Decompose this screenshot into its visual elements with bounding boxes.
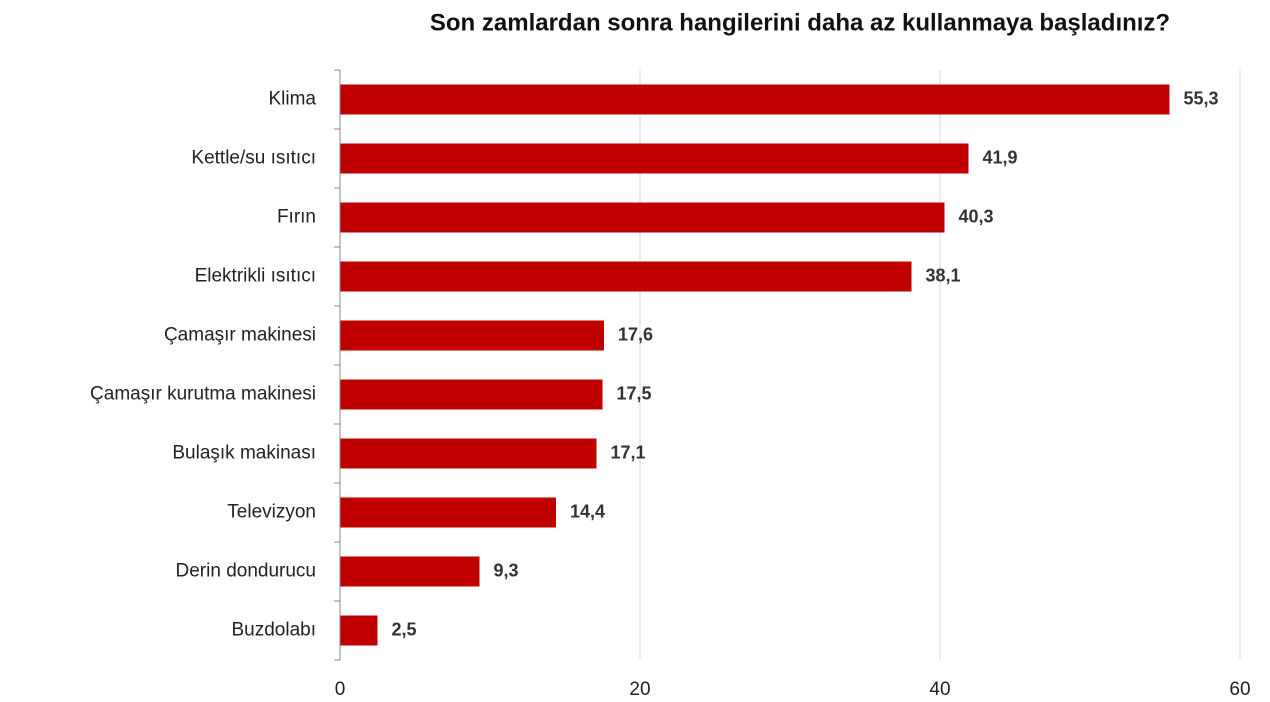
bar [340, 556, 480, 587]
x-tick-label: 0 [335, 679, 346, 700]
y-tick-label: Çamaşır makinesi [164, 325, 316, 346]
y-tick-label: Kettle/su ısıtıcı [191, 148, 316, 169]
x-tick-label: 60 [1229, 679, 1250, 700]
bar [340, 261, 912, 292]
value-label: 2,5 [392, 619, 417, 639]
value-label: 14,4 [570, 501, 605, 521]
value-label: 9,3 [494, 560, 519, 580]
value-label: 38,1 [926, 265, 961, 285]
chart-title: Son zamlardan sonra hangilerini daha az … [430, 9, 1170, 36]
bar [340, 320, 604, 351]
y-tick-label: Elektrikli ısıtıcı [195, 266, 316, 287]
y-tick-label: Fırın [277, 207, 316, 228]
bar [340, 379, 603, 410]
value-label: 17,1 [611, 442, 646, 462]
bar [340, 615, 378, 646]
bar [340, 143, 969, 174]
y-tick-label: Bulaşık makinası [172, 443, 316, 464]
value-label: 55,3 [1184, 88, 1219, 108]
y-tick-label: Çamaşır kurutma makinesi [90, 384, 316, 405]
x-tick-label: 40 [929, 679, 950, 700]
y-tick-label: Derin dondurucu [176, 561, 316, 582]
y-tick-label: Televizyon [227, 502, 316, 523]
bar [340, 438, 597, 469]
value-label: 17,6 [618, 324, 653, 344]
value-label: 40,3 [959, 206, 994, 226]
value-label: 41,9 [983, 147, 1018, 167]
value-label: 17,5 [617, 383, 652, 403]
y-tick-label: Buzdolabı [231, 620, 316, 641]
bar [340, 84, 1170, 115]
y-tick-label: Klima [268, 89, 316, 110]
x-tick-label: 20 [629, 679, 650, 700]
bar [340, 497, 556, 528]
bar [340, 202, 945, 233]
